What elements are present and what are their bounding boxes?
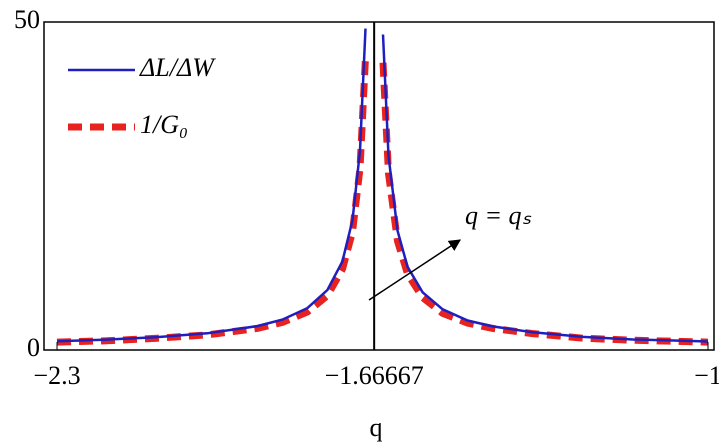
annotation: q = qₛ (465, 201, 532, 230)
x-tick-label: −1.66667 (325, 361, 424, 390)
annotation-arrow (368, 239, 462, 301)
y-tick-label: 50 (14, 5, 40, 34)
x-tick-label: −1 (694, 361, 719, 390)
plot-area (56, 22, 709, 350)
x-tick-label: −2.3 (33, 361, 80, 390)
x-axis-label: q (370, 413, 383, 442)
legend-label: 1/G₀ (140, 110, 188, 139)
plot-frame (43, 21, 715, 351)
series-line (56, 57, 709, 346)
y-tick-label: 0 (27, 333, 40, 362)
series-line (56, 28, 709, 343)
legend-label: ΔL/ΔW (139, 53, 216, 82)
